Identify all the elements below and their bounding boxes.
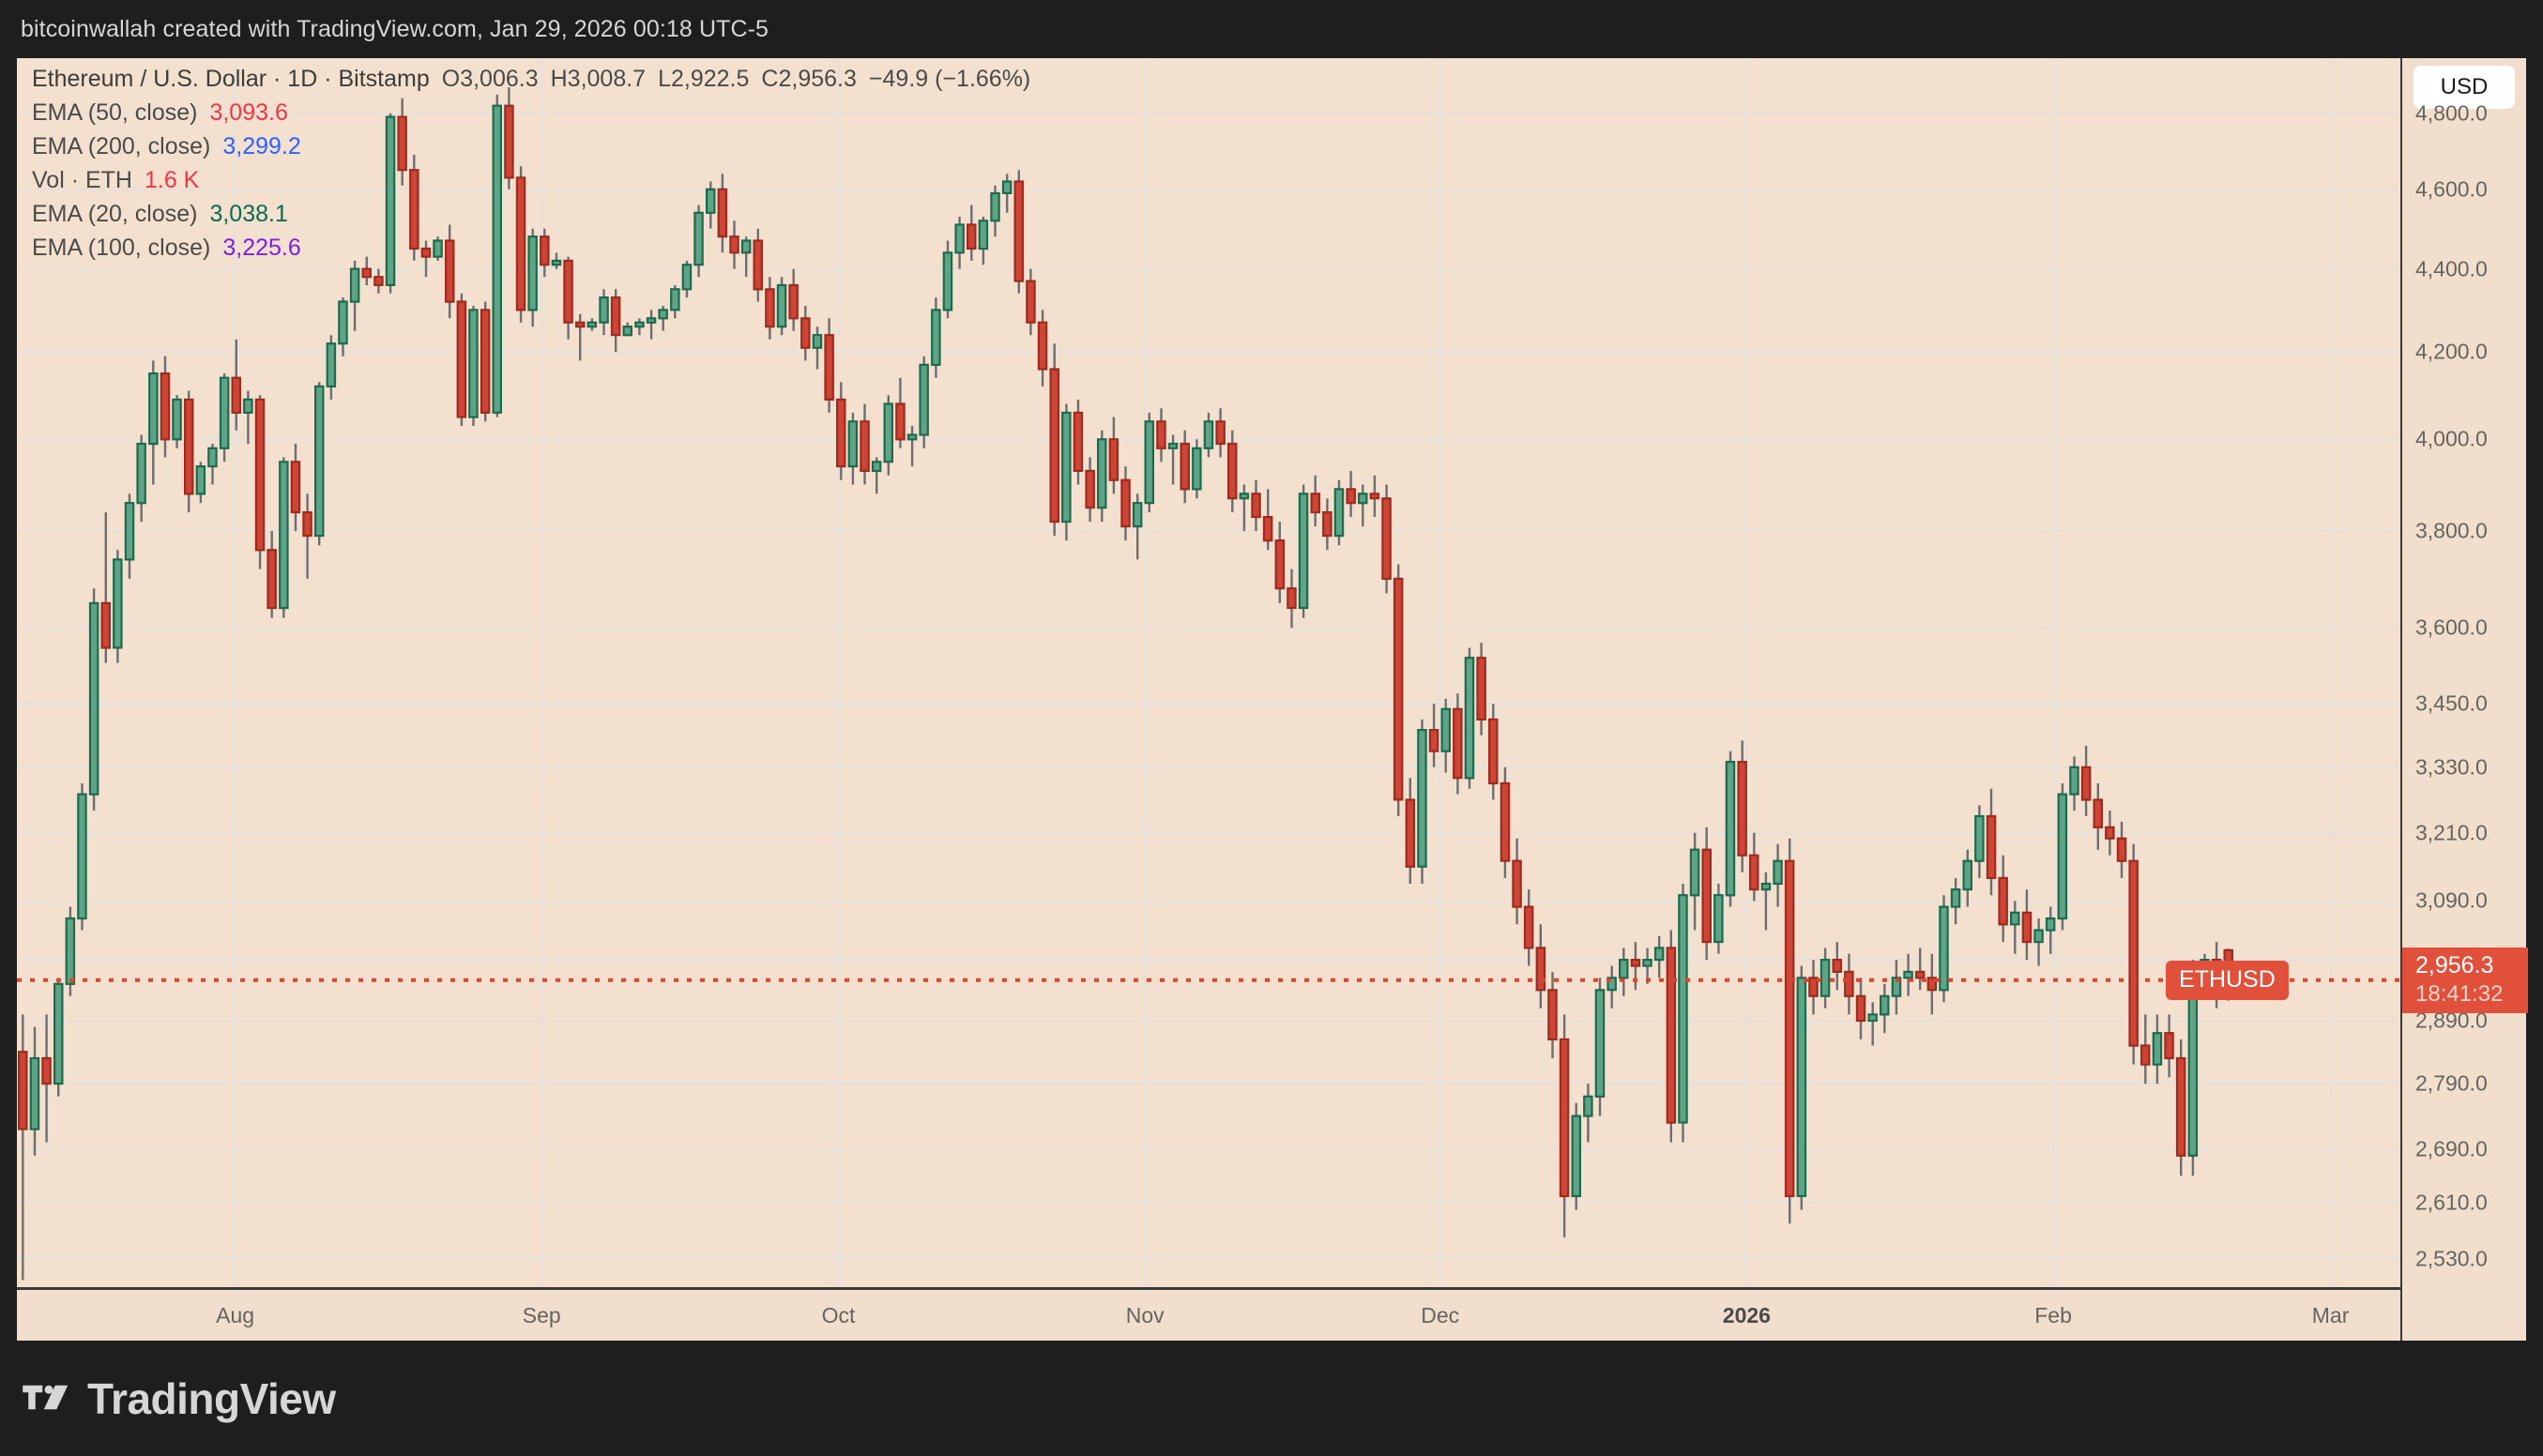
price-tick-label: 2,690.0 xyxy=(2415,1136,2488,1161)
price-scale[interactable]: USD 4,800.0 4,600.0 4,400.0 4,200.0 4,000.0 3… xyxy=(2400,58,2528,1341)
attribution-bar: bitcoinwallah created with TradingView.c… xyxy=(0,0,2543,58)
symbol-price-tag[interactable]: ETHUSD xyxy=(2166,960,2289,1000)
time-tick-label: Sep xyxy=(522,1303,561,1327)
price-tick-label: 4,200.0 xyxy=(2415,339,2488,364)
chart-frame: Ethereum / U.S. Dollar · 1D · Bitstamp O… xyxy=(17,58,2528,1341)
price-tick-label: 3,600.0 xyxy=(2415,614,2488,640)
price-line-overlay xyxy=(17,978,2400,982)
attribution-text: bitcoinwallah created with TradingView.c… xyxy=(21,15,769,42)
time-tick-label: Nov xyxy=(1125,1303,1165,1327)
tradingview-logo[interactable]: TradingView xyxy=(21,1373,336,1424)
tradingview-mark-icon xyxy=(23,1385,69,1409)
candlestick-series xyxy=(17,87,2234,1281)
grid-layer xyxy=(17,58,2400,1287)
tradingview-wordmark: TradingView xyxy=(87,1373,336,1423)
current-price-badge[interactable]: 2,956.3 18:41:32 xyxy=(2402,947,2528,1013)
price-tick-label: 4,400.0 xyxy=(2415,256,2488,281)
price-tick-label: 2,530.0 xyxy=(2415,1246,2488,1271)
time-tick-label: Oct xyxy=(821,1303,856,1327)
price-tick-label: 2,610.0 xyxy=(2415,1190,2488,1215)
currency-badge[interactable]: USD xyxy=(2414,66,2515,109)
price-tick-label: 3,800.0 xyxy=(2415,518,2488,543)
time-tick-label: Feb xyxy=(2034,1303,2072,1327)
price-tick-label: 4,000.0 xyxy=(2415,426,2488,451)
time-tick-label: Mar xyxy=(2311,1303,2350,1327)
time-tick-label: Aug xyxy=(216,1303,255,1327)
price-tick-label: 2,790.0 xyxy=(2415,1070,2488,1096)
price-tick-label: 3,090.0 xyxy=(2415,887,2488,913)
current-price-value: 2,956.3 xyxy=(2415,951,2494,978)
time-tick-label: 2026 xyxy=(1722,1303,1771,1327)
price-pane[interactable]: Ethereum / U.S. Dollar · 1D · Bitstamp O… xyxy=(17,58,2400,1287)
time-scale[interactable]: Aug Sep Oct Nov Dec 2026 Feb Mar xyxy=(17,1287,2400,1341)
bar-countdown: 18:41:32 xyxy=(2415,980,2504,1007)
price-tick-label: 3,210.0 xyxy=(2415,820,2488,845)
price-tick-label: 3,450.0 xyxy=(2415,690,2488,716)
price-tick-label: 4,800.0 xyxy=(2415,100,2488,126)
price-tick-label: 4,600.0 xyxy=(2415,176,2488,202)
footer-bar: TradingView xyxy=(0,1341,2543,1456)
time-tick-label: Dec xyxy=(1421,1303,1460,1327)
price-tick-label: 3,330.0 xyxy=(2415,754,2488,780)
